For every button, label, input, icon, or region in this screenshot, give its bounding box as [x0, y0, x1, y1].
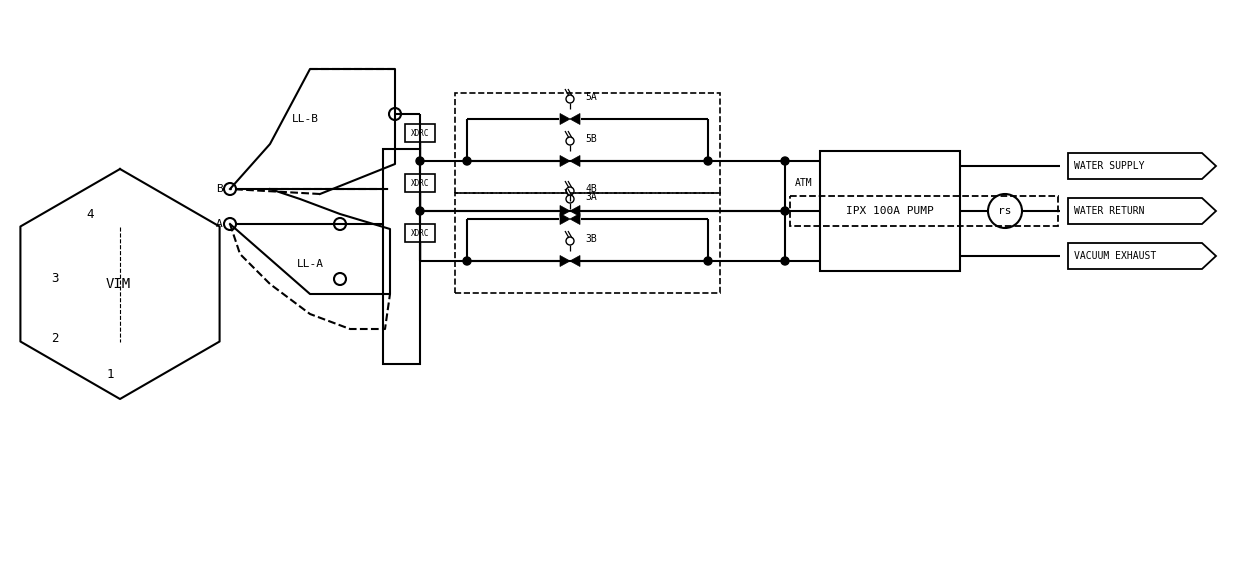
Polygon shape [570, 214, 580, 225]
Circle shape [704, 257, 712, 265]
Text: B: B [217, 184, 223, 194]
Circle shape [566, 95, 574, 103]
Circle shape [416, 157, 424, 165]
Polygon shape [560, 206, 570, 217]
Text: LL-A: LL-A [296, 259, 323, 269]
Text: IPX 100A PUMP: IPX 100A PUMP [846, 206, 934, 216]
Text: A: A [217, 219, 223, 229]
Bar [455, 193, 720, 293]
Circle shape [335, 218, 346, 230]
Polygon shape [570, 206, 580, 217]
Text: VIM: VIM [105, 277, 130, 291]
Circle shape [463, 157, 471, 165]
Circle shape [566, 237, 574, 245]
Text: VACUUM EXHAUST: VACUUM EXHAUST [1074, 251, 1156, 261]
Bar [455, 93, 720, 193]
Polygon shape [560, 113, 570, 124]
Bar [383, 149, 420, 364]
Text: rs: rs [999, 206, 1012, 216]
Circle shape [781, 157, 789, 165]
Circle shape [987, 194, 1022, 228]
Text: XDRC: XDRC [411, 178, 429, 188]
Text: 2: 2 [51, 332, 58, 346]
Text: 5B: 5B [585, 134, 597, 144]
Circle shape [704, 157, 712, 165]
Circle shape [566, 187, 574, 195]
Text: WATER RETURN: WATER RETURN [1074, 206, 1145, 216]
Bar [405, 124, 435, 142]
Text: 3: 3 [51, 273, 58, 285]
Text: 4: 4 [87, 207, 94, 221]
Circle shape [389, 108, 401, 120]
Bar [790, 196, 1058, 226]
Polygon shape [560, 255, 570, 266]
Circle shape [416, 207, 424, 215]
Circle shape [781, 207, 789, 215]
Circle shape [781, 257, 789, 265]
Bar [405, 224, 435, 242]
Text: LL-B: LL-B [291, 114, 318, 124]
Polygon shape [560, 156, 570, 167]
Text: 1: 1 [107, 368, 114, 380]
Polygon shape [570, 255, 580, 266]
Polygon shape [570, 113, 580, 124]
Circle shape [335, 273, 346, 285]
Bar [820, 151, 960, 271]
Text: 3A: 3A [585, 192, 597, 202]
Circle shape [224, 183, 235, 195]
Circle shape [566, 195, 574, 203]
Polygon shape [560, 214, 570, 225]
Bar [405, 174, 435, 192]
Circle shape [463, 257, 471, 265]
Text: XDRC: XDRC [411, 129, 429, 137]
Polygon shape [570, 156, 580, 167]
Text: 4B: 4B [585, 184, 597, 194]
Circle shape [224, 218, 235, 230]
Text: WATER SUPPLY: WATER SUPPLY [1074, 161, 1145, 171]
Circle shape [566, 137, 574, 145]
Text: 3B: 3B [585, 234, 597, 244]
Text: 5A: 5A [585, 92, 597, 102]
Text: ATM: ATM [795, 178, 813, 188]
Text: XDRC: XDRC [411, 229, 429, 237]
